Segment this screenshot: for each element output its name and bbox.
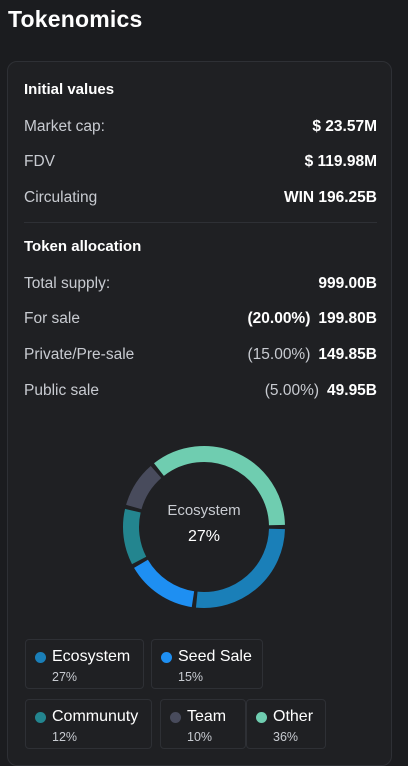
circulating-label: Circulating bbox=[24, 189, 98, 206]
initial-values-heading: Initial values bbox=[24, 81, 115, 98]
team-dot-icon bbox=[170, 712, 181, 723]
legend-item-other[interactable]: Other 36% bbox=[246, 699, 326, 749]
legend-item-ecosystem[interactable]: Ecosystem 27% bbox=[25, 639, 144, 689]
circulating-value: WIN 196.25B bbox=[283, 189, 377, 206]
page-title: Tokenomics bbox=[8, 6, 143, 32]
donut-segment-other[interactable] bbox=[154, 446, 285, 526]
fdv-label: FDV bbox=[24, 153, 55, 170]
legend-item-team[interactable]: Team 10% bbox=[160, 699, 246, 749]
community-dot-icon bbox=[35, 712, 46, 723]
public-sale-percent: (5.00%) bbox=[264, 382, 320, 399]
donut-segment-ecosystem[interactable] bbox=[195, 528, 285, 608]
token-allocation-heading: Token allocation bbox=[24, 238, 142, 255]
legend-percent: 27% bbox=[52, 670, 78, 684]
seed-sale-dot-icon bbox=[161, 652, 172, 663]
legend-percent: 10% bbox=[187, 730, 213, 744]
fdv-row: FDV $ 119.98M bbox=[24, 152, 377, 172]
market-cap-value: $ 23.57M bbox=[312, 118, 377, 135]
donut-segment-team[interactable] bbox=[126, 465, 162, 510]
legend-percent: 12% bbox=[52, 730, 78, 744]
for-sale-values: (20.00%) 199.80B bbox=[247, 310, 377, 328]
legend-item-seed-sale[interactable]: Seed Sale 15% bbox=[151, 639, 263, 689]
circulating-row: Circulating WIN 196.25B bbox=[24, 188, 377, 208]
other-dot-icon bbox=[256, 712, 267, 723]
public-sale-label: Public sale bbox=[24, 382, 99, 399]
public-sale-value: 49.95B bbox=[327, 382, 377, 399]
market-cap-row: Market cap: $ 23.57M bbox=[24, 117, 377, 137]
legend-name: Ecosystem bbox=[52, 648, 131, 665]
legend-percent: 15% bbox=[178, 670, 204, 684]
donut-segment-seed-sale[interactable] bbox=[134, 559, 195, 608]
legend-name: Team bbox=[187, 708, 227, 725]
legend-name: Other bbox=[273, 708, 314, 725]
donut-segment-communuty[interactable] bbox=[123, 508, 147, 565]
public-sale-row: Public sale (5.00%) 49.95B bbox=[24, 381, 377, 401]
private-presale-label: Private/Pre-sale bbox=[24, 346, 135, 363]
for-sale-value: 199.80B bbox=[318, 310, 377, 327]
legend-name: Seed Sale bbox=[178, 648, 252, 665]
for-sale-percent: (20.00%) bbox=[247, 310, 311, 327]
private-presale-value: 149.85B bbox=[318, 346, 377, 363]
section-divider bbox=[24, 222, 377, 223]
ecosystem-dot-icon bbox=[35, 652, 46, 663]
legend-item-community[interactable]: Communuty 12% bbox=[25, 699, 152, 749]
market-cap-label: Market cap: bbox=[24, 118, 105, 135]
for-sale-row: For sale (20.00%) 199.80B bbox=[24, 309, 377, 329]
total-supply-label: Total supply: bbox=[24, 275, 111, 292]
donut-center-value: 27% bbox=[187, 528, 221, 545]
tokenomics-card: Initial values Market cap: $ 23.57M FDV … bbox=[7, 61, 392, 766]
allocation-donut-chart[interactable] bbox=[116, 439, 292, 615]
total-supply-value: 999.00B bbox=[318, 275, 377, 292]
donut-center-label: Ecosystem bbox=[167, 502, 241, 519]
legend-name: Communuty bbox=[52, 708, 139, 725]
private-presale-row: Private/Pre-sale (15.00%) 149.85B bbox=[24, 345, 377, 365]
private-presale-values: (15.00%) 149.85B bbox=[247, 346, 377, 364]
public-sale-values: (5.00%) 49.95B bbox=[265, 382, 377, 400]
for-sale-label: For sale bbox=[24, 310, 80, 327]
total-supply-row: Total supply: 999.00B bbox=[24, 274, 377, 294]
private-presale-percent: (15.00%) bbox=[247, 346, 311, 363]
legend-percent: 36% bbox=[273, 730, 299, 744]
fdv-value: $ 119.98M bbox=[304, 153, 377, 170]
